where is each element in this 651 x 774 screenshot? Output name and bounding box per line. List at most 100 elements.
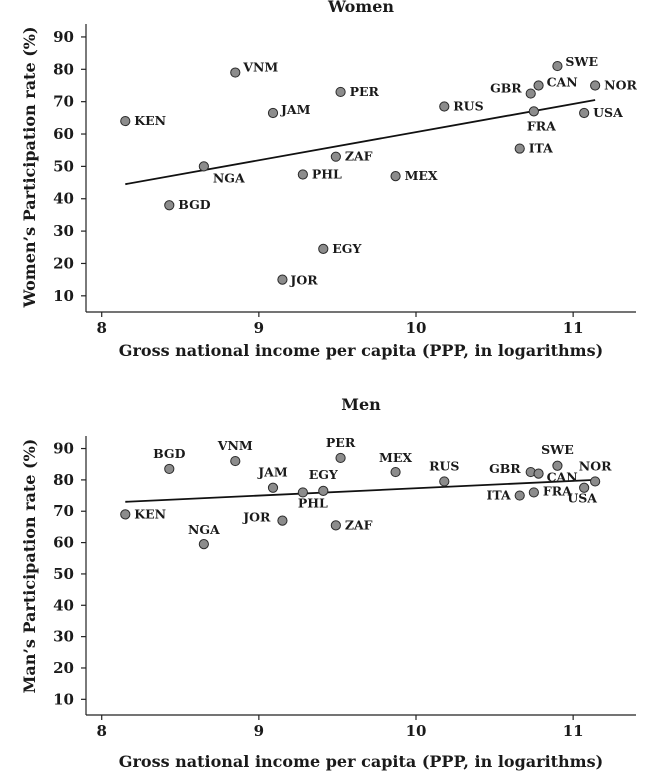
- y-tick-label: 70: [53, 93, 74, 111]
- point-label-per: PER: [350, 84, 380, 99]
- data-point-nor: [590, 476, 601, 487]
- point-label-fra: FRA: [527, 118, 556, 133]
- point-label-per: PER: [326, 435, 356, 450]
- point-label-vnm: VNM: [242, 60, 278, 75]
- data-point-mex: [390, 170, 401, 182]
- men-chart-title: Men: [341, 395, 381, 414]
- point-label-gbr: GBR: [489, 461, 521, 476]
- point-label-usa: USA: [567, 491, 597, 506]
- data-point-swe: [552, 60, 563, 72]
- men-y-axis-label: Man’s Participation rate (%): [20, 439, 39, 694]
- data-point-per: [335, 452, 346, 464]
- point-label-usa: USA: [593, 105, 623, 120]
- data-point-jam: [267, 482, 279, 493]
- point-label-bgd: BGD: [153, 446, 185, 461]
- data-point-bgd: [164, 463, 175, 475]
- data-point-fra: [528, 487, 539, 498]
- point-label-egy: EGY: [332, 241, 362, 256]
- point-label-nga: NGA: [188, 522, 220, 537]
- data-point-ken: [120, 115, 131, 127]
- point-label-jor: JOR: [242, 510, 271, 525]
- data-point-zaf: [330, 151, 341, 162]
- x-tick-label: 9: [254, 319, 264, 337]
- y-tick-label: 80: [53, 60, 74, 78]
- point-label-nor: NOR: [604, 77, 637, 92]
- fitted-trend-line: [125, 478, 596, 503]
- y-tick-label: 60: [53, 125, 74, 143]
- point-label-phl: PHL: [312, 166, 342, 181]
- point-label-phl: PHL: [298, 495, 328, 510]
- y-tick-label: 40: [53, 190, 74, 208]
- data-point-nga: [198, 161, 209, 172]
- data-point-gbr: [525, 88, 536, 99]
- point-label-swe: SWE: [541, 442, 574, 457]
- women-panel: Women Women’s Participation rate (%) Gro…: [20, 0, 637, 360]
- data-point-ita: [514, 490, 525, 501]
- point-label-jor: JOR: [289, 273, 318, 288]
- x-tick-label: 11: [563, 722, 584, 740]
- point-label-swe: SWE: [565, 54, 598, 69]
- data-point-ita: [514, 143, 525, 154]
- data-point-egy: [318, 243, 329, 254]
- y-tick-label: 60: [53, 534, 74, 552]
- y-tick-label: 90: [53, 440, 74, 458]
- data-point-swe: [552, 460, 563, 471]
- point-label-jam: JAM: [257, 465, 288, 480]
- data-point-fra: [528, 106, 539, 117]
- women-chart-title: Women: [327, 0, 394, 16]
- y-tick-label: 40: [53, 596, 74, 614]
- data-point-egy: [318, 485, 329, 496]
- data-point-nor: [590, 80, 601, 91]
- point-label-bgd: BGD: [178, 197, 210, 212]
- point-label-rus: RUS: [453, 99, 483, 114]
- data-point-nga: [198, 539, 209, 550]
- point-label-ken: KEN: [134, 113, 166, 128]
- y-tick-label: 80: [53, 471, 74, 489]
- point-label-can: CAN: [547, 74, 578, 89]
- y-tick-label: 30: [53, 222, 74, 240]
- men-x-axis-label: Gross national income per capita (PPP, i…: [119, 752, 603, 771]
- point-label-nga: NGA: [213, 170, 245, 185]
- point-label-zaf: ZAF: [345, 149, 373, 164]
- point-label-vnm: VNM: [217, 438, 253, 453]
- data-point-can: [533, 80, 544, 91]
- point-label-nor: NOR: [579, 458, 612, 473]
- women-y-axis-label: Women’s Participation rate (%): [20, 26, 39, 308]
- x-tick-label: 11: [563, 319, 584, 337]
- point-label-mex: MEX: [379, 450, 412, 465]
- data-point-can: [533, 468, 544, 479]
- data-point-phl: [297, 169, 308, 180]
- data-point-mex: [390, 466, 401, 478]
- data-point-vnm: [230, 67, 241, 78]
- y-tick-label: 50: [53, 157, 74, 175]
- y-tick-label: 20: [53, 659, 74, 677]
- data-point-rus: [439, 476, 450, 487]
- y-tick-label: 20: [53, 254, 74, 272]
- point-label-can: CAN: [547, 470, 578, 485]
- data-point-per: [335, 86, 346, 98]
- y-tick-label: 70: [53, 502, 74, 520]
- y-tick-label: 50: [53, 565, 74, 583]
- point-label-fra: FRA: [543, 483, 572, 498]
- women-x-axis-label: Gross national income per capita (PPP, i…: [119, 341, 603, 360]
- data-point-zaf: [330, 520, 341, 531]
- data-point-phl: [297, 487, 308, 498]
- point-label-egy: EGY: [309, 467, 339, 482]
- data-point-jam: [267, 107, 279, 119]
- point-label-ita: ITA: [529, 141, 553, 156]
- data-point-usa: [579, 482, 590, 493]
- data-point-usa: [579, 107, 590, 119]
- data-point-vnm: [230, 455, 241, 467]
- point-label-ken: KEN: [134, 506, 166, 521]
- x-tick-label: 10: [406, 722, 427, 740]
- point-label-zaf: ZAF: [345, 517, 373, 532]
- point-label-gbr: GBR: [490, 81, 522, 96]
- x-tick-label: 10: [406, 319, 427, 337]
- point-label-mex: MEX: [405, 168, 438, 183]
- x-tick-label: 9: [254, 722, 264, 740]
- y-tick-label: 10: [53, 690, 74, 708]
- data-point-jor: [277, 515, 288, 526]
- point-label-jam: JAM: [280, 102, 311, 117]
- data-point-ken: [120, 509, 131, 520]
